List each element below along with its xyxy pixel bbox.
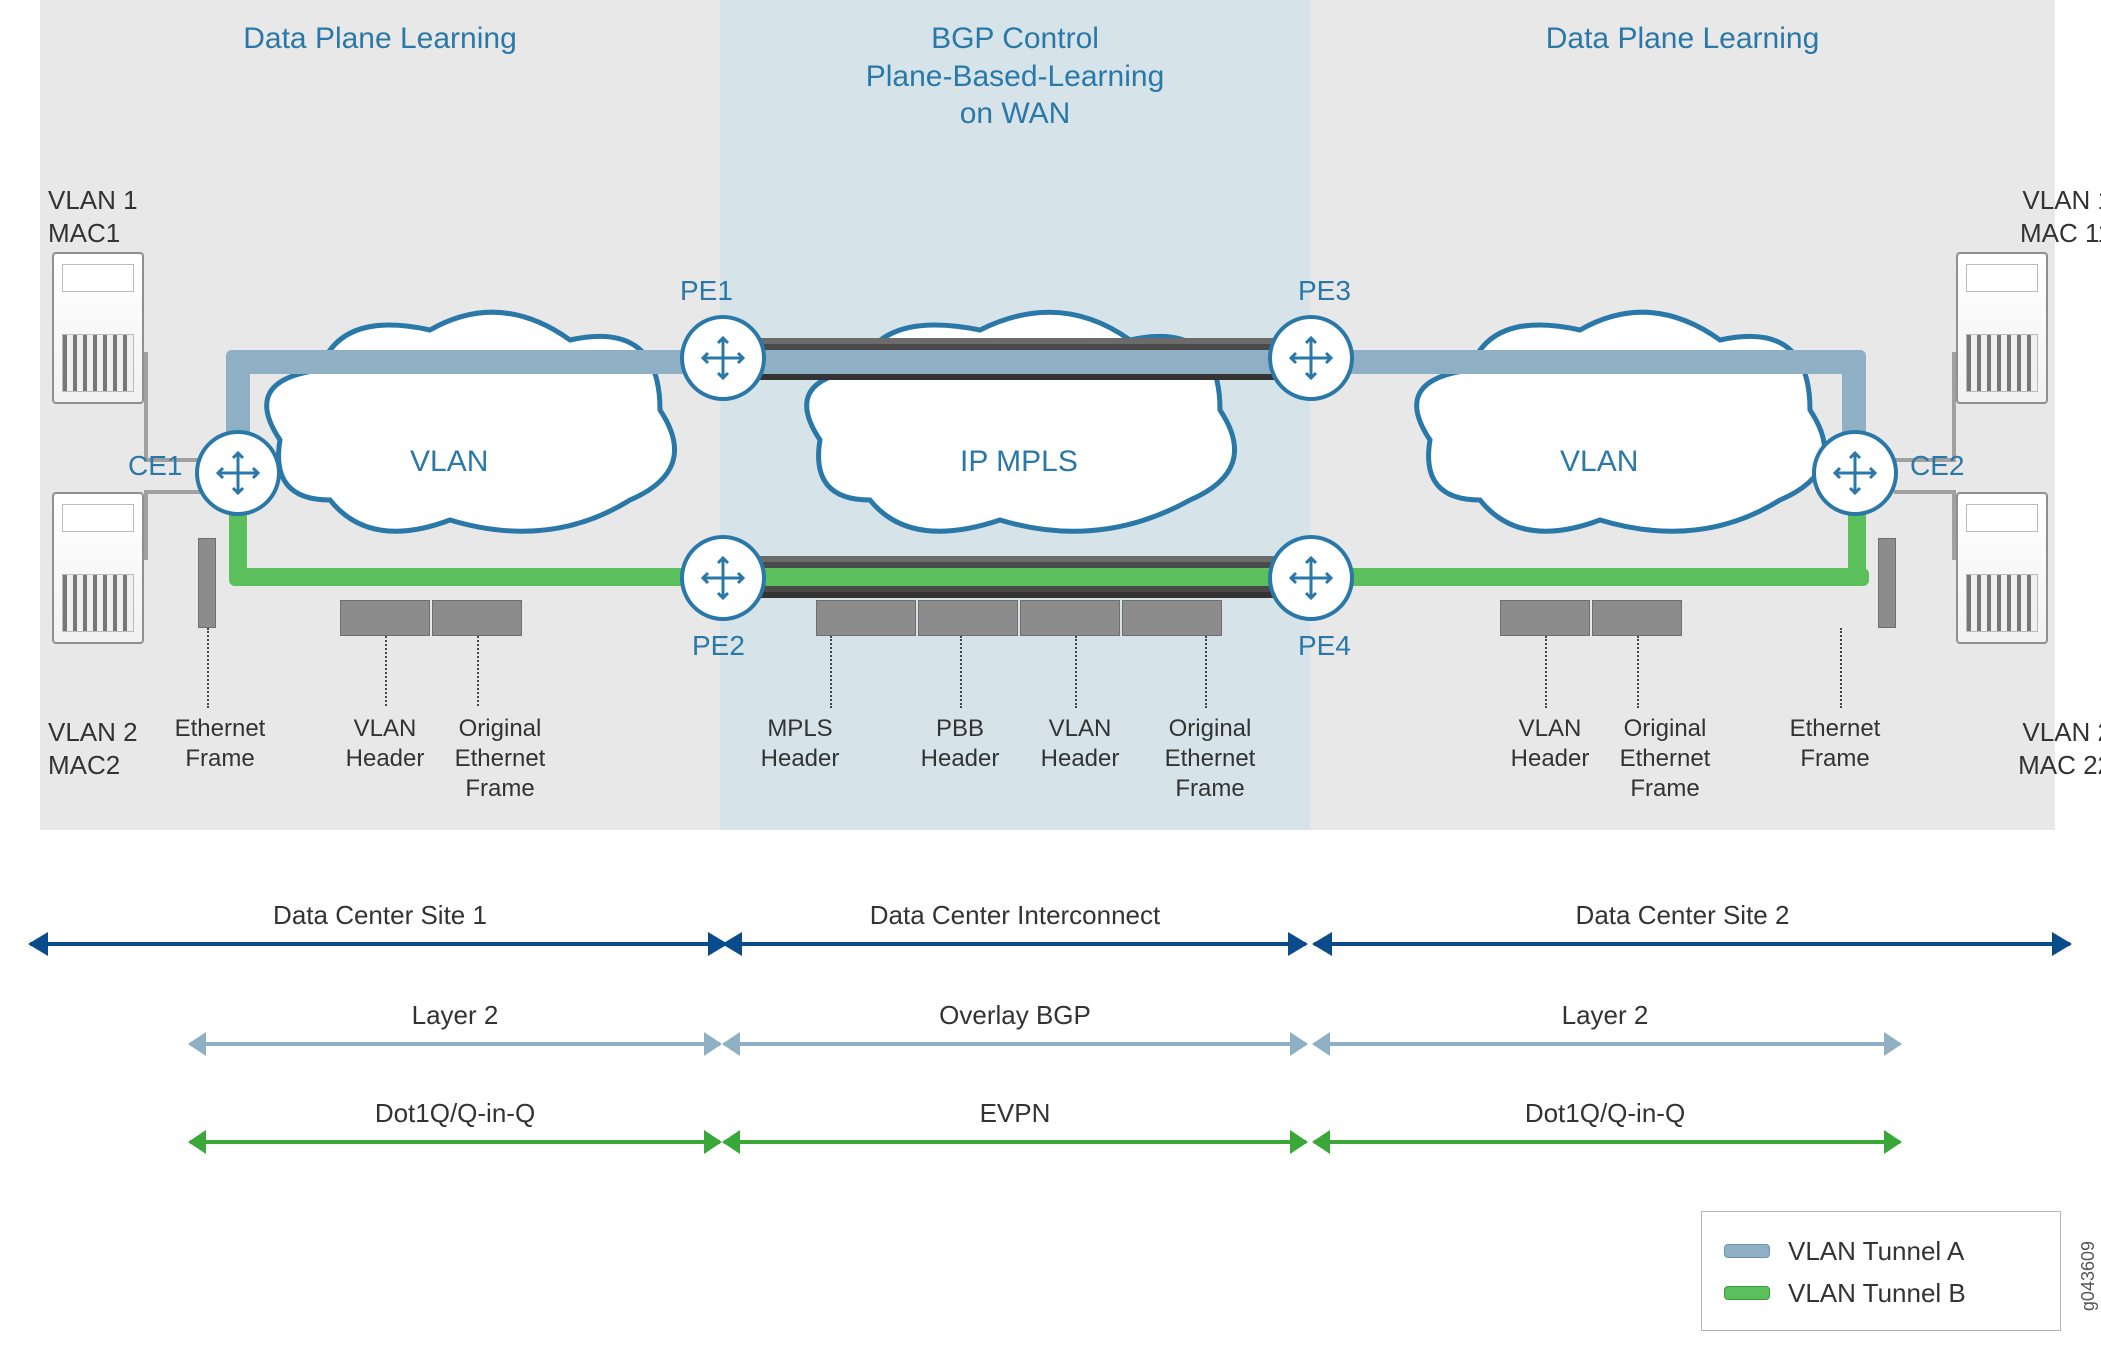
span-r2-l: Layer 2 bbox=[190, 1000, 720, 1031]
tunnel-a-seg bbox=[226, 350, 1866, 374]
pkt-right-orig-label: Original Ethernet Frame bbox=[1605, 714, 1725, 804]
server-top-left bbox=[52, 252, 144, 404]
span-r2-m: Overlay BGP bbox=[720, 1000, 1310, 1031]
server-br-mac: MAC 22 bbox=[2018, 750, 2101, 780]
pkt-right-vlan bbox=[1500, 600, 1590, 636]
zone-right-title: Data Plane Learning bbox=[1310, 20, 2055, 58]
tunnel-b-seg bbox=[229, 568, 1869, 586]
span-r1-m: Data Center Interconnect bbox=[720, 900, 1310, 931]
legend-swatch-b bbox=[1724, 1286, 1770, 1300]
pkt-right-vlan-label: VLAN Header bbox=[1490, 714, 1610, 774]
pkt-left-eth-slab bbox=[198, 538, 216, 628]
legend-row-a: VLAN Tunnel A bbox=[1724, 1230, 2038, 1272]
cloud-right-label: VLAN bbox=[1560, 445, 1638, 479]
image-id: g043609 bbox=[2078, 1241, 2099, 1311]
server-top-right bbox=[1956, 252, 2048, 404]
pkt-mid-orig bbox=[1122, 600, 1222, 636]
pkt-mid-mpls-label: MPLS Header bbox=[740, 714, 860, 774]
server-tr-mac: MAC 11 bbox=[2020, 218, 2101, 248]
server-tl-mac: MAC1 bbox=[48, 218, 120, 248]
router-pe3-label: PE3 bbox=[1298, 275, 1351, 307]
router-pe4-label: PE4 bbox=[1298, 630, 1351, 662]
legend-row-b: VLAN Tunnel B bbox=[1724, 1272, 2038, 1314]
router-ce1-label: CE1 bbox=[128, 450, 182, 482]
pkt-left-eth-label: Ethernet Frame bbox=[160, 714, 280, 774]
pkt-right-orig bbox=[1592, 600, 1682, 636]
server-br-label: VLAN 2 MAC 22 bbox=[1952, 716, 2101, 781]
legend-a-label: VLAN Tunnel A bbox=[1788, 1236, 1964, 1267]
pkt-mid-vlan bbox=[1020, 600, 1120, 636]
cloud-left-label: VLAN bbox=[410, 445, 488, 479]
router-pe2-label: PE2 bbox=[692, 630, 745, 662]
pkt-right-eth-slab bbox=[1878, 538, 1896, 628]
server-tl-vlan: VLAN 1 bbox=[48, 185, 138, 215]
server-bl-mac: MAC2 bbox=[48, 750, 120, 780]
router-ce1 bbox=[195, 430, 281, 516]
server-tl-label: VLAN 1 MAC1 bbox=[48, 184, 208, 249]
diagram-canvas: Data Plane Learning BGP Control Plane-Ba… bbox=[0, 0, 2101, 1361]
pkt-mid-pbb bbox=[918, 600, 1018, 636]
pkt-mid-pbb-label: PBB Header bbox=[900, 714, 1020, 774]
span-r2-r: Layer 2 bbox=[1310, 1000, 1900, 1031]
pkt-right-eth-label: Ethernet Frame bbox=[1770, 714, 1900, 774]
server-tr-vlan: VLAN 1 bbox=[2022, 185, 2101, 215]
cloud-left bbox=[250, 300, 690, 580]
pkt-left-vlan bbox=[340, 600, 430, 636]
pkt-mid-orig-label: Original Ethernet Frame bbox=[1150, 714, 1270, 804]
pkt-left-orig bbox=[432, 600, 522, 636]
legend-b-label: VLAN Tunnel B bbox=[1788, 1278, 1966, 1309]
span-r1-r: Data Center Site 2 bbox=[1310, 900, 2055, 931]
pkt-left-orig-label: Original Ethernet Frame bbox=[440, 714, 560, 804]
span-r3-m: EVPN bbox=[720, 1098, 1310, 1129]
span-r3-l: Dot1Q/Q-in-Q bbox=[190, 1098, 720, 1129]
server-br-vlan: VLAN 2 bbox=[2022, 717, 2101, 747]
router-pe1-label: PE1 bbox=[680, 275, 733, 307]
server-bottom-left bbox=[52, 492, 144, 644]
pkt-mid-mpls bbox=[816, 600, 916, 636]
legend: VLAN Tunnel A VLAN Tunnel B bbox=[1701, 1211, 2061, 1331]
legend-swatch-a bbox=[1724, 1244, 1770, 1258]
pkt-left-vlan-label: VLAN Header bbox=[330, 714, 440, 774]
span-r3-r: Dot1Q/Q-in-Q bbox=[1310, 1098, 1900, 1129]
router-ce2 bbox=[1812, 430, 1898, 516]
server-bl-vlan: VLAN 2 bbox=[48, 717, 138, 747]
cloud-mid-label: IP MPLS bbox=[960, 445, 1078, 479]
span-r1-l: Data Center Site 1 bbox=[40, 900, 720, 931]
cloud-right bbox=[1400, 300, 1840, 580]
router-ce2-label: CE2 bbox=[1910, 450, 1964, 482]
router-pe3 bbox=[1268, 315, 1354, 401]
zone-middle-title: BGP Control Plane-Based-Learning on WAN bbox=[720, 20, 1310, 133]
router-pe2 bbox=[680, 535, 766, 621]
server-tr-label: VLAN 1 MAC 11 bbox=[1952, 184, 2101, 249]
router-pe4 bbox=[1268, 535, 1354, 621]
router-pe1 bbox=[680, 315, 766, 401]
zone-left-title: Data Plane Learning bbox=[40, 20, 720, 58]
server-bottom-right bbox=[1956, 492, 2048, 644]
pkt-mid-vlan-label: VLAN Header bbox=[1020, 714, 1140, 774]
